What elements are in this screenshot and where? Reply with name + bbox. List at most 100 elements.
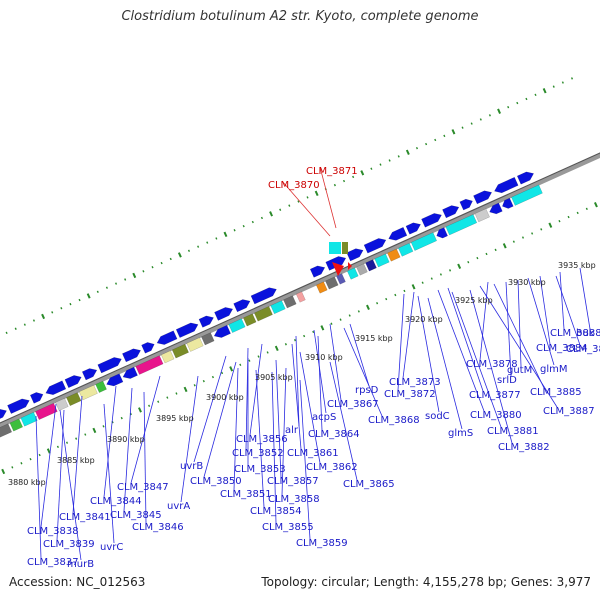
gene-label[interactable]: CLM_3878	[466, 359, 518, 370]
gene-feature[interactable]	[253, 306, 273, 322]
gene-feature[interactable]	[228, 318, 246, 333]
gene-label[interactable]: CLM_3862	[306, 462, 358, 473]
gene-feature[interactable]	[55, 397, 69, 411]
gene-feature[interactable]	[405, 222, 421, 235]
selected-genes[interactable]	[329, 242, 352, 276]
gene-feature[interactable]	[160, 350, 175, 364]
gene-label[interactable]: CLM_3853	[234, 464, 286, 475]
selected-gene-block[interactable]	[329, 242, 341, 254]
gene-label[interactable]: CLM_3845	[110, 510, 162, 521]
gene-feature[interactable]	[171, 343, 189, 359]
gene-label[interactable]: CLM_3873	[389, 377, 441, 388]
gene-label[interactable]: CLM_3859	[296, 538, 348, 549]
gene-label[interactable]: glmM	[540, 364, 568, 375]
gene-label[interactable]: CLM_3864	[308, 429, 360, 440]
gene-feature[interactable]	[66, 392, 82, 407]
gene-label[interactable]: CLM_3865	[343, 479, 395, 490]
gene-feature[interactable]	[283, 295, 297, 309]
gene-label[interactable]: CLM_3837	[27, 557, 79, 568]
gene-label[interactable]: glmS	[448, 428, 473, 439]
gene-label[interactable]: uvrA	[167, 501, 190, 512]
gene-feature[interactable]	[494, 176, 519, 194]
gene-feature[interactable]	[346, 248, 364, 262]
gene-feature[interactable]	[489, 202, 503, 215]
gene-feature[interactable]	[511, 184, 543, 206]
gene-label[interactable]: CLM_3847	[117, 482, 169, 493]
gene-feature[interactable]	[242, 313, 257, 327]
gene-feature[interactable]	[388, 226, 408, 241]
gene-label[interactable]: rpsD	[355, 385, 379, 396]
gene-label[interactable]: CLM_3844	[90, 496, 142, 507]
gene-feature[interactable]	[445, 214, 478, 236]
gene-label[interactable]: CLM_3888	[550, 328, 600, 339]
gene-label[interactable]: acpS	[312, 412, 336, 423]
gene-feature[interactable]	[374, 253, 390, 268]
gene-label[interactable]: CLM_3877	[469, 390, 521, 401]
gene-feature[interactable]	[20, 411, 38, 427]
gene-label[interactable]: CLM_3872	[384, 389, 436, 400]
gene-feature[interactable]	[97, 357, 122, 374]
gene-feature[interactable]	[325, 276, 339, 290]
gene-label[interactable]: CLM_3851	[220, 489, 272, 500]
gene-feature[interactable]	[214, 307, 234, 321]
gene-label[interactable]: CLM_3857	[267, 476, 319, 487]
gene-label-selected[interactable]: CLM_3870	[268, 180, 320, 191]
gene-feature[interactable]	[442, 205, 460, 219]
gene-label[interactable]: alr	[285, 425, 299, 436]
gene-label[interactable]: CLM_3839	[43, 539, 95, 550]
gene-feature[interactable]	[122, 366, 138, 379]
gene-label[interactable]: gutM	[507, 365, 532, 376]
gene-feature[interactable]	[502, 197, 514, 209]
gene-feature[interactable]	[346, 267, 359, 280]
gene-feature[interactable]	[315, 281, 328, 294]
gene-feature[interactable]	[29, 392, 44, 404]
gene-label[interactable]: CLM_3885	[530, 387, 582, 398]
gene-track[interactable]	[0, 171, 543, 438]
gene-label[interactable]: CLM_3867	[327, 399, 379, 410]
gene-feature[interactable]	[64, 375, 82, 389]
gene-label[interactable]: uvrB	[180, 461, 203, 472]
gene-feature[interactable]	[474, 208, 490, 223]
gene-feature[interactable]	[201, 332, 215, 346]
gene-feature[interactable]	[186, 337, 204, 352]
gene-feature[interactable]	[175, 322, 199, 339]
gene-feature[interactable]	[0, 408, 7, 422]
gene-feature[interactable]	[156, 330, 178, 345]
gene-label[interactable]: CLM_3887	[543, 406, 595, 417]
gene-label[interactable]: CLM_3850	[190, 476, 242, 487]
gene-label-selected[interactable]: CLM_3871	[306, 166, 358, 177]
gene-label[interactable]: CLM_3881	[487, 426, 539, 437]
gene-label[interactable]: buk	[576, 328, 595, 339]
gene-label[interactable]: CLM_3884	[536, 343, 588, 354]
gene-feature[interactable]	[7, 398, 30, 414]
gene-feature[interactable]	[516, 171, 535, 185]
gene-feature[interactable]	[436, 227, 448, 239]
gene-label[interactable]: CLM_3846	[132, 522, 184, 533]
gene-feature[interactable]	[78, 384, 98, 401]
gene-feature[interactable]	[295, 291, 306, 303]
gene-feature[interactable]	[122, 348, 141, 363]
gene-label[interactable]: CLM_3858	[268, 494, 320, 505]
gene-label[interactable]: CLM_3882	[498, 442, 550, 453]
gene-label[interactable]: CLM_3861	[287, 448, 339, 459]
gene-feature[interactable]	[81, 368, 98, 381]
selected-gene-arrow[interactable]	[348, 262, 352, 270]
gene-feature[interactable]	[233, 299, 251, 313]
gene-feature[interactable]	[473, 190, 493, 205]
gene-feature[interactable]	[213, 324, 231, 338]
gene-feature[interactable]	[141, 342, 155, 354]
gene-label[interactable]: CLM_3889	[566, 344, 600, 355]
gene-feature[interactable]	[363, 238, 387, 254]
gene-feature[interactable]	[270, 300, 286, 315]
gene-feature[interactable]	[35, 402, 58, 420]
gene-feature[interactable]	[410, 232, 438, 251]
gene-label[interactable]: uvrC	[100, 542, 123, 553]
gene-label[interactable]: CLM_3841	[59, 512, 111, 523]
gene-label[interactable]: CLM_3852	[232, 448, 284, 459]
gene-feature[interactable]	[95, 380, 107, 393]
gene-feature[interactable]	[0, 423, 13, 438]
gene-feature[interactable]	[421, 213, 442, 228]
gene-feature[interactable]	[356, 263, 368, 276]
gene-feature[interactable]	[9, 418, 24, 432]
